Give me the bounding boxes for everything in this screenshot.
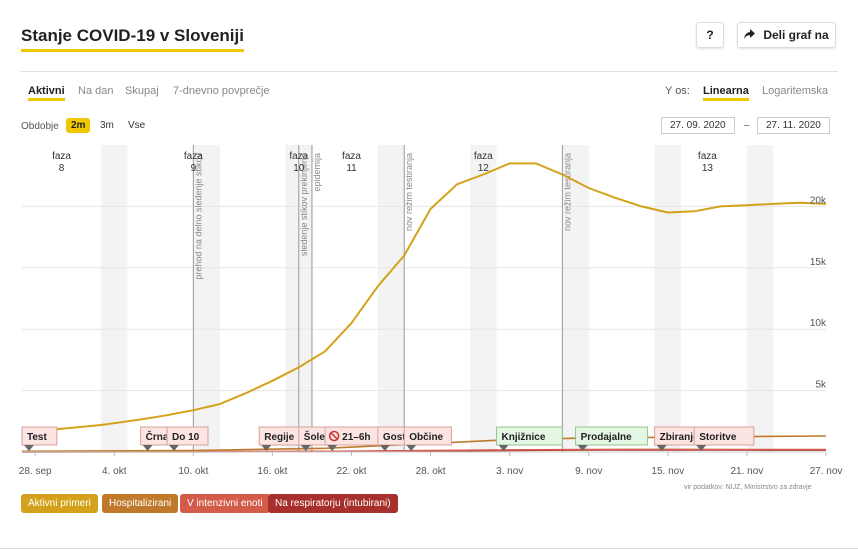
event-label: nov režim testiranja bbox=[404, 153, 414, 231]
footer-divider bbox=[0, 548, 858, 549]
prohibited-icon bbox=[328, 430, 340, 442]
date-from-input[interactable]: 27. 09. 2020 bbox=[661, 117, 735, 134]
covid-chart: prehod na delno sledenje stikov sledenje … bbox=[19, 145, 843, 477]
period-3m[interactable]: 3m bbox=[100, 120, 114, 131]
phase-number: 9 bbox=[191, 163, 197, 174]
event-label: nov režim testiranja bbox=[562, 153, 572, 231]
measure-marker bbox=[379, 445, 390, 451]
measure-marker bbox=[300, 445, 311, 451]
weekend-band bbox=[562, 145, 589, 452]
measure-label: Knjižnice bbox=[501, 432, 545, 443]
measure-marker bbox=[577, 445, 588, 451]
xtick-label: 28. okt bbox=[416, 466, 446, 477]
event-label: prehod na delno sledenje stikov bbox=[193, 153, 203, 280]
period-2m[interactable]: 2m bbox=[66, 118, 91, 133]
measure-label: Storitve bbox=[699, 432, 737, 443]
measure-marker bbox=[696, 445, 707, 451]
xtick-label: 10. okt bbox=[178, 466, 208, 477]
legend-aktivni-primeri[interactable]: Aktivni primeri bbox=[21, 494, 98, 513]
measure-marker bbox=[24, 445, 34, 451]
xtick-label: 4. okt bbox=[102, 466, 127, 477]
legend-hospitalizirani[interactable]: Hospitalizirani bbox=[102, 494, 179, 513]
phase-label: faza bbox=[342, 151, 361, 162]
measure-label: Regije bbox=[264, 432, 294, 443]
date-separator: – bbox=[744, 120, 750, 131]
tab-skupaj[interactable]: Skupaj bbox=[125, 85, 159, 97]
measure-box bbox=[21, 426, 58, 446]
measure-box bbox=[693, 426, 755, 446]
measure-label: Občine bbox=[409, 432, 443, 443]
data-source: vir podatkov: NIJZ, Ministrstvo za zdrav… bbox=[684, 484, 812, 491]
xtick-label: 28. sep bbox=[19, 466, 52, 477]
header-divider bbox=[20, 71, 838, 72]
measure-box bbox=[575, 426, 649, 446]
share-label: Deli graf na bbox=[763, 28, 829, 42]
event-label: epidemija bbox=[312, 153, 322, 192]
ytick-label: 10k bbox=[810, 318, 827, 329]
measure-label: Do 10 bbox=[172, 432, 200, 443]
measure-label: 21–6h bbox=[342, 432, 370, 443]
phase-number: 13 bbox=[702, 163, 714, 174]
measure-marker bbox=[656, 445, 667, 451]
measure-label: Črna bbox=[146, 430, 169, 443]
measure-label: Zbiranje bbox=[660, 432, 699, 443]
measure-box bbox=[403, 426, 452, 446]
phase-number: 8 bbox=[59, 163, 65, 174]
tab-7-dnevno[interactable]: 7-dnevno povprečje bbox=[173, 85, 270, 97]
measure-marker bbox=[261, 445, 272, 451]
phase-label: faza bbox=[698, 151, 717, 162]
measure-box bbox=[495, 426, 563, 446]
prohibited-icon-bar bbox=[330, 432, 338, 440]
tab-na-dan[interactable]: Na dan bbox=[78, 85, 114, 97]
share-button[interactable]: Deli graf na bbox=[737, 22, 836, 48]
weekend-band bbox=[193, 145, 220, 452]
legend-respirator[interactable]: Na respiratorju (intubirani) bbox=[268, 494, 398, 513]
weekend-band bbox=[654, 145, 682, 452]
period-all[interactable]: Vse bbox=[128, 120, 146, 131]
xtick-label: 9. nov bbox=[575, 466, 602, 477]
phase-label: faza bbox=[184, 151, 203, 162]
ytick-label: 15k bbox=[810, 257, 827, 268]
measure-label: Test bbox=[27, 432, 47, 443]
phase-number: 12 bbox=[478, 163, 490, 174]
xtick-label: 22. okt bbox=[336, 466, 366, 477]
phase-number: 10 bbox=[293, 163, 305, 174]
weekend-band bbox=[746, 145, 774, 452]
measure-label: Prodajalne bbox=[581, 432, 633, 443]
share-icon bbox=[744, 28, 756, 42]
period-label: Obdobje bbox=[21, 121, 59, 132]
help-button[interactable]: ? bbox=[696, 22, 724, 48]
page-title: Stanje COVID-19 v Sloveniji bbox=[21, 26, 244, 52]
yaxis-linear[interactable]: Linearna bbox=[703, 85, 749, 101]
xtick-label: 16. okt bbox=[257, 466, 287, 477]
measure-marker bbox=[406, 445, 417, 451]
legend-intenzivna-enota[interactable]: V intenzivni enoti bbox=[180, 494, 270, 513]
date-to-input[interactable]: 27. 11. 2020 bbox=[757, 117, 830, 134]
xtick-label: 3. nov bbox=[496, 466, 523, 477]
phase-label: faza bbox=[474, 151, 493, 162]
yaxis-label: Y os: bbox=[665, 85, 690, 97]
weekend-band bbox=[101, 145, 128, 452]
ytick-label: 20k bbox=[810, 195, 827, 206]
series-line bbox=[21, 162, 827, 434]
measure-marker bbox=[168, 445, 179, 451]
event-label: sledenje stikov prekinjeno bbox=[299, 153, 309, 256]
measure-marker bbox=[142, 445, 153, 451]
yaxis-log[interactable]: Logaritemska bbox=[762, 85, 829, 97]
ytick-label: 5k bbox=[815, 380, 827, 391]
phase-number: 11 bbox=[346, 163, 357, 174]
weekend-band bbox=[377, 145, 405, 452]
weekend-band bbox=[470, 145, 497, 452]
phase-label: faza bbox=[52, 151, 71, 162]
measure-label: Gostilne bbox=[383, 432, 423, 443]
xtick-label: 21. nov bbox=[731, 466, 764, 477]
phase-label: faza bbox=[289, 151, 308, 162]
xtick-label: 15. nov bbox=[651, 466, 684, 477]
measure-marker bbox=[498, 445, 509, 451]
measure-marker bbox=[327, 445, 338, 451]
tab-aktivni[interactable]: Aktivni bbox=[28, 85, 65, 101]
xtick-label: 27. nov bbox=[810, 466, 843, 477]
measure-box bbox=[166, 426, 209, 446]
